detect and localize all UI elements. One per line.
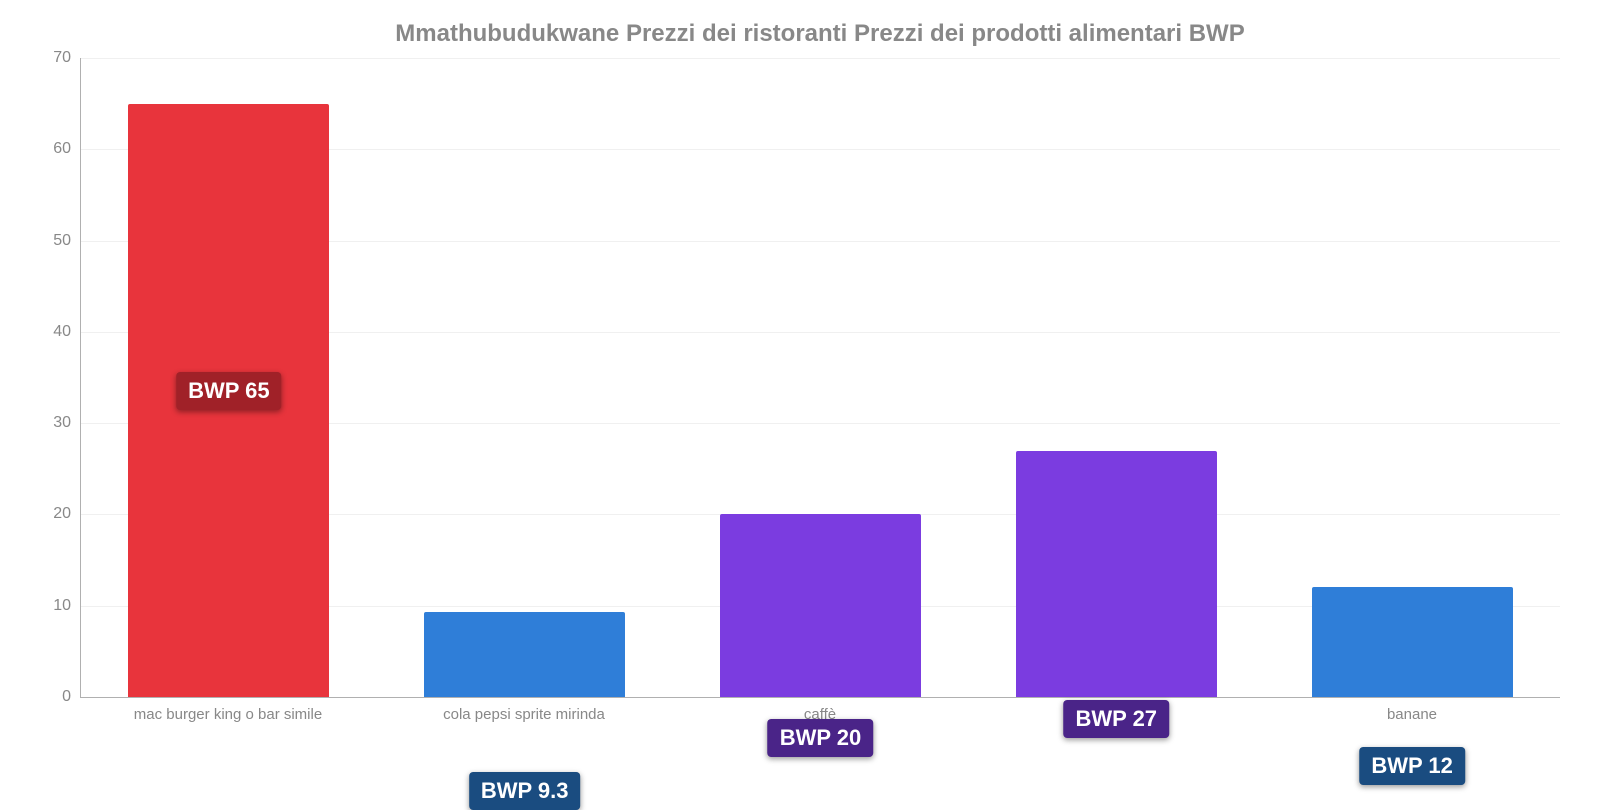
bar [424, 612, 625, 697]
bar-slot: BWP 27 [968, 58, 1264, 697]
bar-value-label: BWP 20 [768, 719, 874, 757]
y-tick-label: 70 [53, 49, 81, 67]
bar-value-label: BWP 9.3 [469, 772, 581, 810]
plot-area: 010203040506070 BWP 65BWP 9.3BWP 20BWP 2… [80, 58, 1560, 698]
x-tick-label: mac burger king o bar simile [80, 706, 376, 723]
x-tick-label: cola pepsi sprite mirinda [376, 706, 672, 723]
bar-value-label: BWP 27 [1064, 700, 1170, 738]
bar [720, 514, 921, 697]
bar [1312, 587, 1513, 697]
y-tick-label: 30 [53, 414, 81, 432]
y-tick-label: 10 [53, 597, 81, 615]
bar-value-label: BWP 65 [176, 372, 282, 410]
y-tick-label: 40 [53, 323, 81, 341]
bars-container: BWP 65 BWP 9.3BWP 20BWP 27BWP 12 [81, 58, 1560, 697]
bar-slot: BWP 12 [1264, 58, 1560, 697]
y-tick-label: 50 [53, 232, 81, 250]
y-tick-label: 60 [53, 140, 81, 158]
bar [1016, 451, 1217, 697]
bar-slot: BWP 65 [81, 58, 377, 697]
y-tick-label: 20 [53, 505, 81, 523]
chart-title: Mmathubudukwane Prezzi dei ristoranti Pr… [80, 20, 1560, 48]
y-tick-label: 0 [62, 688, 81, 706]
x-tick-label: banane [1264, 706, 1560, 723]
price-chart: Mmathubudukwane Prezzi dei ristoranti Pr… [0, 0, 1600, 800]
bar-slot: BWP 20 [673, 58, 969, 697]
bar-value-label: BWP 12 [1359, 747, 1465, 785]
bar-slot: BWP 9.3 [377, 58, 673, 697]
